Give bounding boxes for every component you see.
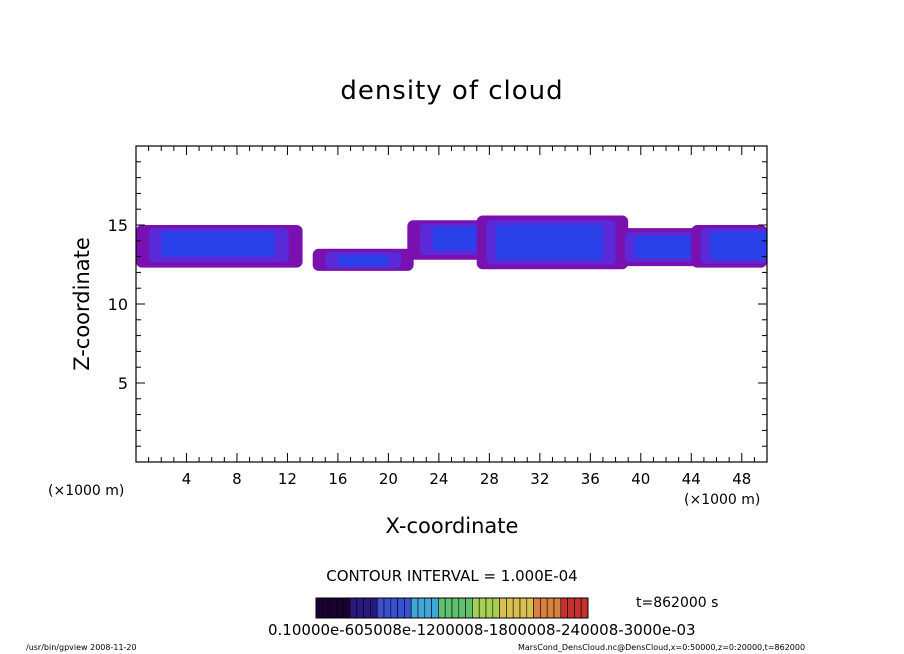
x-tick-label-32: 32 [530,470,549,488]
colorbar-segment-7 [363,597,371,619]
colorbar-segment-14 [410,597,419,619]
colorbar-segment-19 [444,597,453,619]
x-tick-label-36: 36 [581,470,600,488]
colorbar-segment-35 [553,597,562,619]
colorbar-segment-27 [499,597,507,619]
contour-interval-label: CONTOUR INTERVAL = 1.000E-04 [326,567,578,585]
colorbar-segment-11 [390,597,398,619]
cloud-field [136,215,767,271]
x-unit-left-label: (×1000 m) [48,483,125,499]
x-axis-label: X-coordinate [385,514,519,538]
colorbar-segment-34 [546,597,555,619]
cloud-region-core-2 [432,226,484,251]
time-label: t=862000 s [636,595,719,611]
x-unit-right-label: (×1000 m) [684,492,761,508]
x-tick-label-24: 24 [429,470,448,488]
colorbar-segment-3 [336,597,344,619]
x-tick-label-28: 28 [480,470,499,488]
footer-right-text: MarsCond_DensCloud.nc@DensCloud,x=0:5000… [518,643,806,652]
cloud-region-core-4 [634,236,692,259]
colorbar-segment-37 [567,597,575,619]
colorbar-segment-1 [322,597,330,619]
colorbar-segment-38 [574,597,582,619]
y-axis-label: Z-coordinate [70,237,94,371]
colorbar-segment-13 [404,597,412,619]
colorbar-segment-2 [329,597,337,619]
colorbar-segment-5 [349,597,358,619]
x-tick-label-48: 48 [732,470,751,488]
colorbar-segment-32 [533,597,541,619]
colorbar-segment-9 [376,597,385,619]
colorbar-segment-29 [512,597,521,619]
colorbar-segment-30 [519,597,528,619]
colorbar-segment-21 [458,597,466,619]
x-tick-label-12: 12 [278,470,297,488]
cloud-region-core-1 [337,255,389,267]
colorbar-segment-33 [540,597,548,619]
colorbar-segment-6 [356,597,364,619]
y-tick-label-10: 10 [108,295,128,314]
cloud-region-core-3 [495,225,603,260]
colorbar-segment-39 [580,597,589,619]
x-tick-label-40: 40 [631,470,650,488]
y-tick-label-5: 5 [118,374,128,393]
colorbar-segment-10 [383,597,392,619]
colorbar-segment-16 [424,597,432,619]
colorbar-segment-18 [438,597,446,619]
colorbar-segment-12 [397,597,405,619]
plot-frame [135,145,768,463]
colorbar-segment-24 [478,597,487,619]
colorbar-segment-17 [431,597,439,619]
chart-title: density of cloud [340,76,564,106]
colorbar-segment-26 [492,597,500,619]
x-tick-label-4: 4 [182,470,192,488]
colorbar-segment-22 [465,597,473,619]
footer-left-text: /usr/bin/gpview 2008-11-20 [26,643,137,652]
x-tick-label-16: 16 [328,470,347,488]
colorbar-segment-0 [315,597,324,619]
colorbar-segment-23 [472,597,480,619]
colorbar-frame [315,597,589,619]
colorbar-segment-31 [526,597,534,619]
colorbar-segment-8 [370,597,378,619]
y-tick-label-15: 15 [108,216,128,235]
cloud-region-core-5 [710,231,767,260]
colorbar-segment-25 [485,597,494,619]
colorbar-segment-15 [417,597,426,619]
colorbar-segment-4 [342,597,351,619]
colorbar-segment-28 [506,597,514,619]
colorbar-segment-36 [560,597,568,619]
colorbar-tick-labels: 0.10000e-605008e-1200008-1800008-240008-… [268,621,696,639]
cloud-region-core-0 [161,231,275,257]
colorbar-segment-20 [451,597,460,619]
x-tick-label-44: 44 [682,470,701,488]
x-tick-label-20: 20 [379,470,398,488]
x-tick-label-8: 8 [232,470,242,488]
